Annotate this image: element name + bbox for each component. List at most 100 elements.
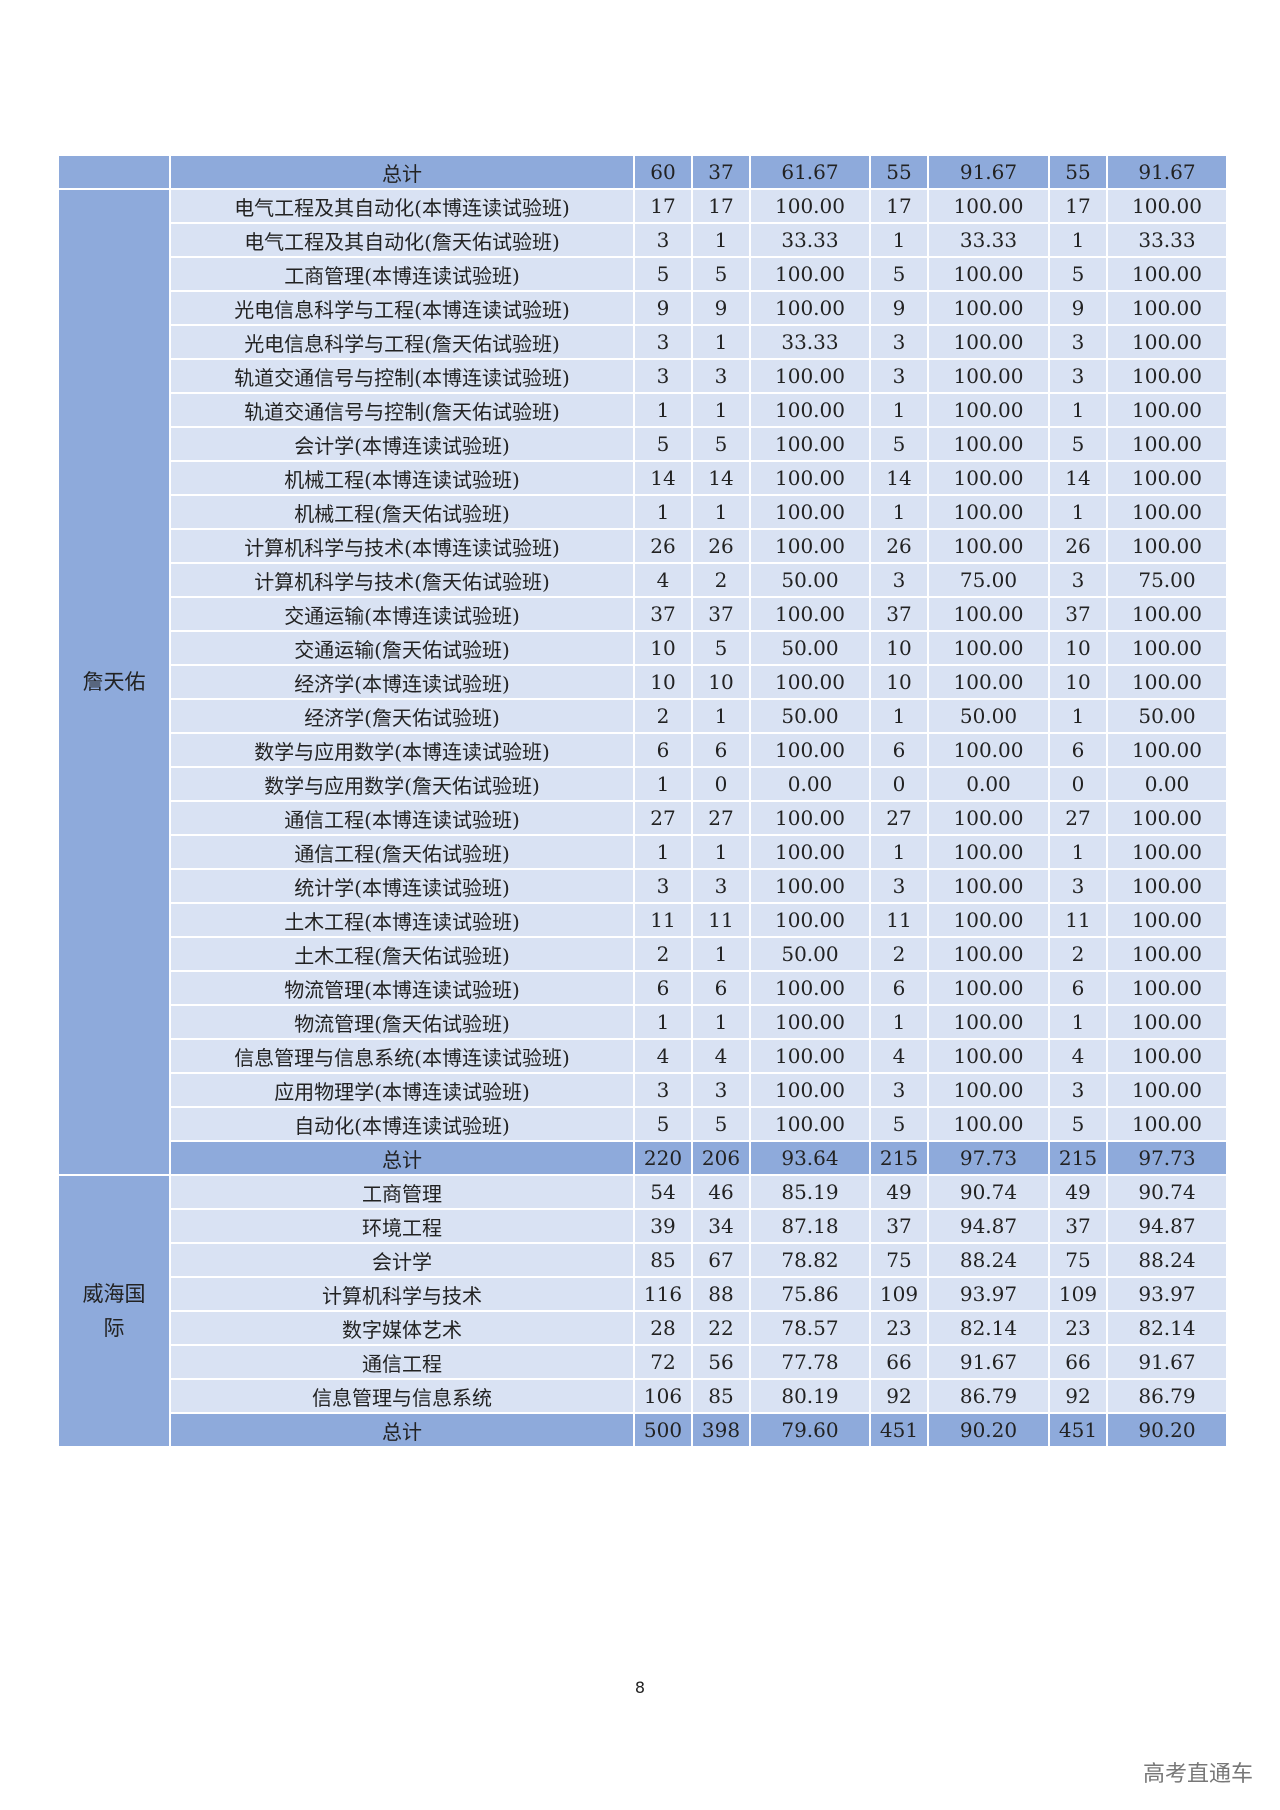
rate-d-cell: 100.00 (1106, 868, 1228, 904)
count-d-cell: 17 (1048, 188, 1108, 224)
count-b-cell: 85 (691, 1378, 751, 1414)
count-c-cell: 6 (869, 732, 929, 768)
count-c-cell: 66 (869, 1344, 929, 1380)
rate-d-cell: 100.00 (1106, 664, 1228, 700)
table-row: 计算机科学与技术(詹天佑试验班) 4 2 50.00 3 75.00 3 75.00 (58, 562, 1228, 598)
count-c-cell: 0 (869, 766, 929, 802)
rate-b-cell: 75.86 (749, 1276, 871, 1312)
rate-c-cell: 100.00 (927, 392, 1050, 428)
rate-c-cell: 88.24 (927, 1242, 1050, 1278)
rate-c-cell: 100.00 (927, 902, 1050, 938)
rate-c-cell: 100.00 (927, 494, 1050, 530)
major-name-cell: 环境工程 (169, 1208, 635, 1244)
rate-b-cell: 79.60 (749, 1412, 871, 1448)
count-a-cell: 11 (633, 902, 693, 938)
major-name-cell: 总计 (169, 1140, 635, 1176)
table-row: 计算机科学与技术(本博连读试验班) 26 26 100.00 26 100.00 26 100… (58, 528, 1228, 564)
rate-b-cell: 100.00 (749, 460, 871, 496)
rate-d-cell: 100.00 (1106, 392, 1228, 428)
rate-b-cell: 100.00 (749, 902, 871, 938)
major-name-cell: 数字媒体艺术 (169, 1310, 635, 1346)
count-b-cell: 27 (691, 800, 751, 836)
major-name-cell: 计算机科学与技术 (169, 1276, 635, 1312)
table-row: 通信工程 72 56 77.78 66 91.67 66 91.67 (58, 1344, 1228, 1380)
count-b-cell: 1 (691, 222, 751, 258)
count-b-cell: 6 (691, 732, 751, 768)
rate-d-cell: 100.00 (1106, 630, 1228, 666)
count-d-cell: 3 (1048, 324, 1108, 360)
count-b-cell: 14 (691, 460, 751, 496)
table-row: 环境工程 39 34 87.18 37 94.87 37 94.87 (58, 1208, 1228, 1244)
count-b-cell: 206 (691, 1140, 751, 1176)
major-name-cell: 土木工程(本博连读试验班) (169, 902, 635, 938)
count-c-cell: 3 (869, 358, 929, 394)
count-a-cell: 37 (633, 596, 693, 632)
rate-b-cell: 100.00 (749, 426, 871, 462)
major-name-cell: 会计学(本博连读试验班) (169, 426, 635, 462)
count-b-cell: 34 (691, 1208, 751, 1244)
rate-b-cell: 50.00 (749, 630, 871, 666)
count-b-cell: 5 (691, 426, 751, 462)
rate-c-cell: 100.00 (927, 1004, 1050, 1040)
major-name-cell: 数学与应用数学(本博连读试验班) (169, 732, 635, 768)
rate-d-cell: 100.00 (1106, 834, 1228, 870)
count-a-cell: 54 (633, 1174, 693, 1210)
count-a-cell: 3 (633, 358, 693, 394)
rate-b-cell: 100.00 (749, 494, 871, 530)
count-c-cell: 49 (869, 1174, 929, 1210)
count-b-cell: 88 (691, 1276, 751, 1312)
table-row: 自动化(本博连读试验班) 5 5 100.00 5 100.00 5 100.00 (58, 1106, 1228, 1142)
count-d-cell: 37 (1048, 1208, 1108, 1244)
rate-d-cell: 88.24 (1106, 1242, 1228, 1278)
group-cell: 威海国际 (57, 1174, 171, 1448)
table-row: 光电信息科学与工程(詹天佑试验班) 3 1 33.33 3 100.00 3 100.00 (58, 324, 1228, 360)
count-a-cell: 5 (633, 1106, 693, 1142)
total-row: 总计 220 206 93.64 215 97.73 215 97.73 (58, 1140, 1228, 1176)
count-a-cell: 72 (633, 1344, 693, 1380)
rate-d-cell: 33.33 (1106, 222, 1228, 258)
major-name-cell: 会计学 (169, 1242, 635, 1278)
table-row: 土木工程(本博连读试验班) 11 11 100.00 11 100.00 11 100.00 (58, 902, 1228, 938)
rate-b-cell: 100.00 (749, 1038, 871, 1074)
count-b-cell: 1 (691, 494, 751, 530)
count-d-cell: 75 (1048, 1242, 1108, 1278)
table-row: 统计学(本博连读试验班) 3 3 100.00 3 100.00 3 100.00 (58, 868, 1228, 904)
count-d-cell: 4 (1048, 1038, 1108, 1074)
count-d-cell: 109 (1048, 1276, 1108, 1312)
major-name-cell: 物流管理(詹天佑试验班) (169, 1004, 635, 1040)
table-row: 光电信息科学与工程(本博连读试验班) 9 9 100.00 9 100.00 9 100.00 (58, 290, 1228, 326)
major-name-cell: 通信工程 (169, 1344, 635, 1380)
count-d-cell: 1 (1048, 392, 1108, 428)
rate-c-cell: 100.00 (927, 188, 1050, 224)
total-row: 总计 60 37 61.67 55 91.67 55 91.67 (57, 154, 1228, 190)
major-name-cell: 电气工程及其自动化(本博连读试验班) (169, 188, 635, 224)
count-a-cell: 1 (633, 494, 693, 530)
rate-d-cell: 100.00 (1106, 1106, 1228, 1142)
major-name-cell: 自动化(本博连读试验班) (169, 1106, 635, 1142)
count-d-cell: 5 (1048, 256, 1108, 292)
count-b-cell: 10 (691, 664, 751, 700)
rate-d-cell: 100.00 (1106, 732, 1228, 768)
table-row: 工商管理(本博连读试验班) 5 5 100.00 5 100.00 5 100.00 (58, 256, 1228, 292)
rate-d-cell: 90.20 (1106, 1412, 1228, 1448)
count-c-cell: 11 (869, 902, 929, 938)
rate-b-cell: 100.00 (749, 256, 871, 292)
rate-d-cell: 91.67 (1106, 1344, 1228, 1380)
count-a-cell: 3 (633, 868, 693, 904)
count-c-cell: 9 (869, 290, 929, 326)
count-a-cell: 10 (633, 630, 693, 666)
table-row: 威海国际 工商管理 54 46 85.19 49 90.74 49 90.74 (57, 1174, 1228, 1448)
rate-b-cell: 100.00 (749, 868, 871, 904)
rate-d-cell: 100.00 (1106, 1072, 1228, 1108)
count-b-cell: 1 (691, 1004, 751, 1040)
major-name-cell: 经济学(詹天佑试验班) (169, 698, 635, 734)
count-b-cell: 67 (691, 1242, 751, 1278)
major-name-cell: 交通运输(本博连读试验班) (169, 596, 635, 632)
watermark: 高考直通车 (1143, 1762, 1254, 1787)
major-name-cell: 机械工程(本博连读试验班) (169, 460, 635, 496)
count-c-cell: 1 (869, 392, 929, 428)
rate-b-cell: 0.00 (749, 766, 871, 802)
major-name-cell: 通信工程(詹天佑试验班) (169, 834, 635, 870)
table-row: 数学与应用数学(本博连读试验班) 6 6 100.00 6 100.00 6 100.00 (58, 732, 1228, 768)
count-d-cell: 6 (1048, 732, 1108, 768)
